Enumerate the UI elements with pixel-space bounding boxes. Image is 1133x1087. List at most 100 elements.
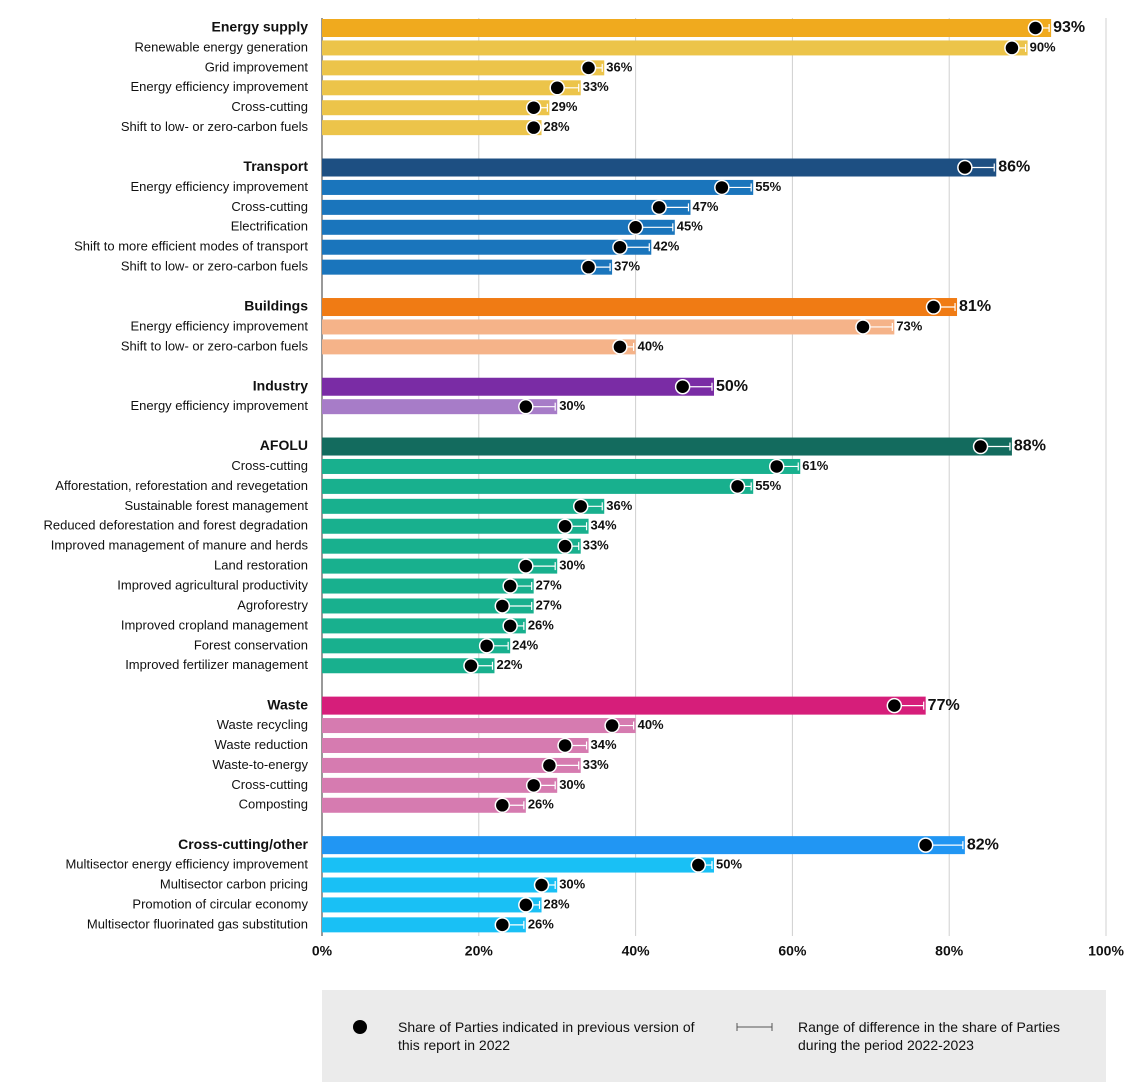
bar <box>322 259 613 275</box>
bar <box>322 158 997 177</box>
value-label: 82% <box>967 836 999 853</box>
previous-dot <box>463 658 479 674</box>
category-label: Energy efficiency improvement <box>130 318 308 333</box>
previous-dot <box>674 378 691 395</box>
previous-dot <box>518 897 534 913</box>
bar <box>322 377 714 396</box>
legend-dot <box>353 1020 367 1034</box>
value-label: 40% <box>638 717 664 732</box>
previous-dot <box>886 697 903 714</box>
value-label: 33% <box>583 538 609 553</box>
bar <box>322 478 754 494</box>
category-label: Renewable energy generation <box>135 39 308 54</box>
chart: 0% 20% 40% 60% 80% 100% Energy supply 93% Renewa… <box>43 18 1124 959</box>
category-label: Waste recycling <box>217 717 308 732</box>
value-label: 55% <box>755 179 781 194</box>
value-label: 34% <box>591 518 617 533</box>
category-label: Shift to low- or zero-carbon fuels <box>121 259 309 274</box>
previous-dot <box>478 638 495 654</box>
previous-dot <box>502 618 518 634</box>
previous-dot <box>768 458 785 475</box>
value-label: 37% <box>614 259 640 274</box>
bar <box>322 897 542 913</box>
previous-dot <box>557 737 573 754</box>
value-label: 28% <box>544 119 570 134</box>
previous-dot <box>502 578 518 594</box>
category-label: Multisector carbon pricing <box>160 876 308 891</box>
previous-dot <box>714 179 730 196</box>
category-label: Improved fertilizer management <box>125 657 308 672</box>
category-label: Land restoration <box>214 558 308 573</box>
previous-dot <box>494 917 511 933</box>
group-label: Industry <box>253 377 308 393</box>
previous-dot <box>627 219 644 236</box>
value-label: 24% <box>512 637 538 652</box>
value-label: 26% <box>528 916 554 931</box>
category-label: Shift to low- or zero-carbon fuels <box>121 338 309 353</box>
bar <box>322 498 605 514</box>
bar <box>322 638 511 654</box>
previous-dot <box>604 717 620 734</box>
value-label: 36% <box>606 498 632 513</box>
previous-dot <box>1027 20 1044 36</box>
category-label: Improved cropland management <box>121 617 309 632</box>
category-label: Forest conservation <box>194 637 308 652</box>
value-label: 40% <box>638 338 664 353</box>
bar <box>322 836 965 855</box>
bar <box>322 298 958 317</box>
legend-label: Share of Parties indicated in previous v… <box>398 1019 695 1053</box>
value-label: 30% <box>559 876 585 891</box>
bar <box>322 857 714 873</box>
value-label: 55% <box>755 478 781 493</box>
category-label: Cross-cutting <box>231 99 308 114</box>
category-label: Waste-to-energy <box>212 757 308 772</box>
x-tick-label: 0% <box>312 943 333 959</box>
category-label: Reduced deforestation and forest degrada… <box>43 518 308 533</box>
category-label: Multisector energy efficiency improvemen… <box>65 856 308 871</box>
value-label: 81% <box>959 298 991 315</box>
value-label: 42% <box>653 239 679 254</box>
group-label: Transport <box>243 158 308 174</box>
bar <box>322 60 605 76</box>
value-label: 27% <box>536 597 562 612</box>
previous-dot <box>525 777 542 794</box>
category-label: Afforestation, reforestation and reveget… <box>55 478 308 493</box>
bar <box>322 19 1052 37</box>
value-label: 47% <box>692 199 718 214</box>
previous-dot <box>729 478 746 495</box>
bar <box>322 199 691 215</box>
category-label: Multisector fluorinated gas substitution <box>87 916 308 931</box>
bar <box>322 458 801 474</box>
value-label: 30% <box>559 777 585 792</box>
bar <box>322 737 589 753</box>
bar <box>322 437 1012 456</box>
bar <box>322 757 581 773</box>
legend-label: Range of difference in the share of Part… <box>798 1019 1061 1053</box>
value-label: 22% <box>496 657 522 672</box>
previous-dot <box>1004 40 1020 56</box>
previous-dot <box>651 199 667 216</box>
category-label: Shift to more efficient modes of transpo… <box>74 239 308 254</box>
category-label: Waste reduction <box>215 737 308 752</box>
group-label: Waste <box>267 696 308 712</box>
previous-dot <box>855 319 871 335</box>
group-label: Buildings <box>244 298 308 314</box>
bar <box>322 339 636 355</box>
bar <box>322 658 495 674</box>
value-label: 61% <box>802 458 828 473</box>
category-label: Shift to low- or zero-carbon fuels <box>121 119 309 134</box>
x-tick-label: 80% <box>935 943 964 959</box>
category-label: Cross-cutting <box>231 777 308 792</box>
previous-dot <box>533 877 550 893</box>
value-label: 36% <box>606 59 632 74</box>
bar <box>322 219 675 235</box>
value-label: 73% <box>896 318 922 333</box>
bar <box>322 777 558 793</box>
bar <box>322 179 754 195</box>
value-label: 26% <box>528 617 554 632</box>
bar <box>322 399 558 415</box>
category-label: Promotion of circular economy <box>132 896 308 911</box>
previous-dot <box>525 119 542 136</box>
bar <box>322 319 895 335</box>
